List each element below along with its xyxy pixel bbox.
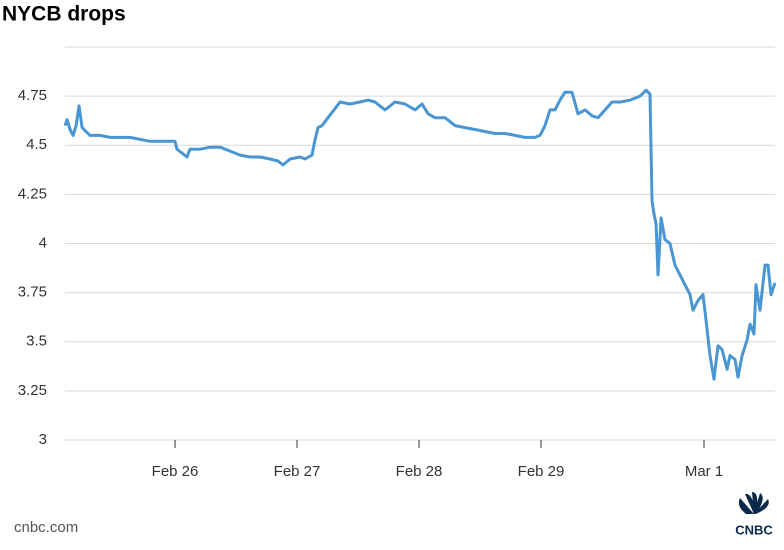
y-tick-label: 4.25 xyxy=(18,185,47,202)
y-tick-label: 4.75 xyxy=(18,87,47,104)
price-line xyxy=(63,88,777,381)
y-tick-label: 4 xyxy=(39,234,47,251)
source: cnbc.com xyxy=(14,519,78,536)
x-tick-label: Feb 29 xyxy=(518,463,565,480)
x-tick-label: Feb 27 xyxy=(274,463,321,480)
chart-title: NYCB drops xyxy=(2,3,126,26)
logo-text: CNBC xyxy=(735,522,773,537)
y-tick-label: 3.25 xyxy=(18,382,47,399)
x-tick-label: Feb 28 xyxy=(396,463,443,480)
y-tick-label: 4.5 xyxy=(26,136,47,153)
y-tick-label: 3 xyxy=(39,431,47,448)
x-tick-label: Feb 26 xyxy=(152,463,199,480)
x-tick-label: Mar 1 xyxy=(685,463,723,480)
logo: CNBC xyxy=(735,492,773,537)
y-tick-label: 3.75 xyxy=(18,284,47,301)
y-tick-label: 3.5 xyxy=(26,333,47,350)
logo-mark xyxy=(738,492,769,514)
